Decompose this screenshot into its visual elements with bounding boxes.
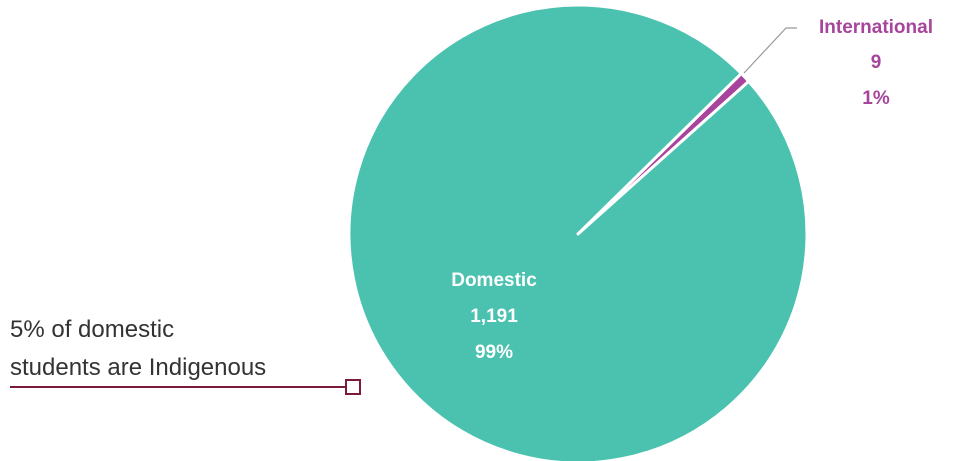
indigenous-annotation: 5% of domestic students are Indigenous	[10, 316, 361, 395]
international-leader-line	[743, 27, 797, 74]
pie-slices	[347, 3, 809, 461]
domestic-percent-label: 99%	[475, 342, 513, 363]
international-percent-label: 1%	[862, 88, 890, 109]
annotation-marker	[345, 379, 361, 395]
domestic-name-label: Domestic	[451, 270, 537, 291]
domestic-label: Domestic 1,191 99%	[451, 270, 537, 363]
annotation-line-1: 5% of domestic	[10, 316, 174, 343]
pie-slice-domestic	[347, 3, 809, 461]
international-name-label: International	[819, 17, 933, 38]
annotation-line-2: students are Indigenous	[10, 354, 266, 381]
international-label: International 9 1%	[819, 17, 933, 109]
domestic-value-label: 1,191	[470, 306, 518, 327]
international-value-label: 9	[871, 52, 882, 73]
